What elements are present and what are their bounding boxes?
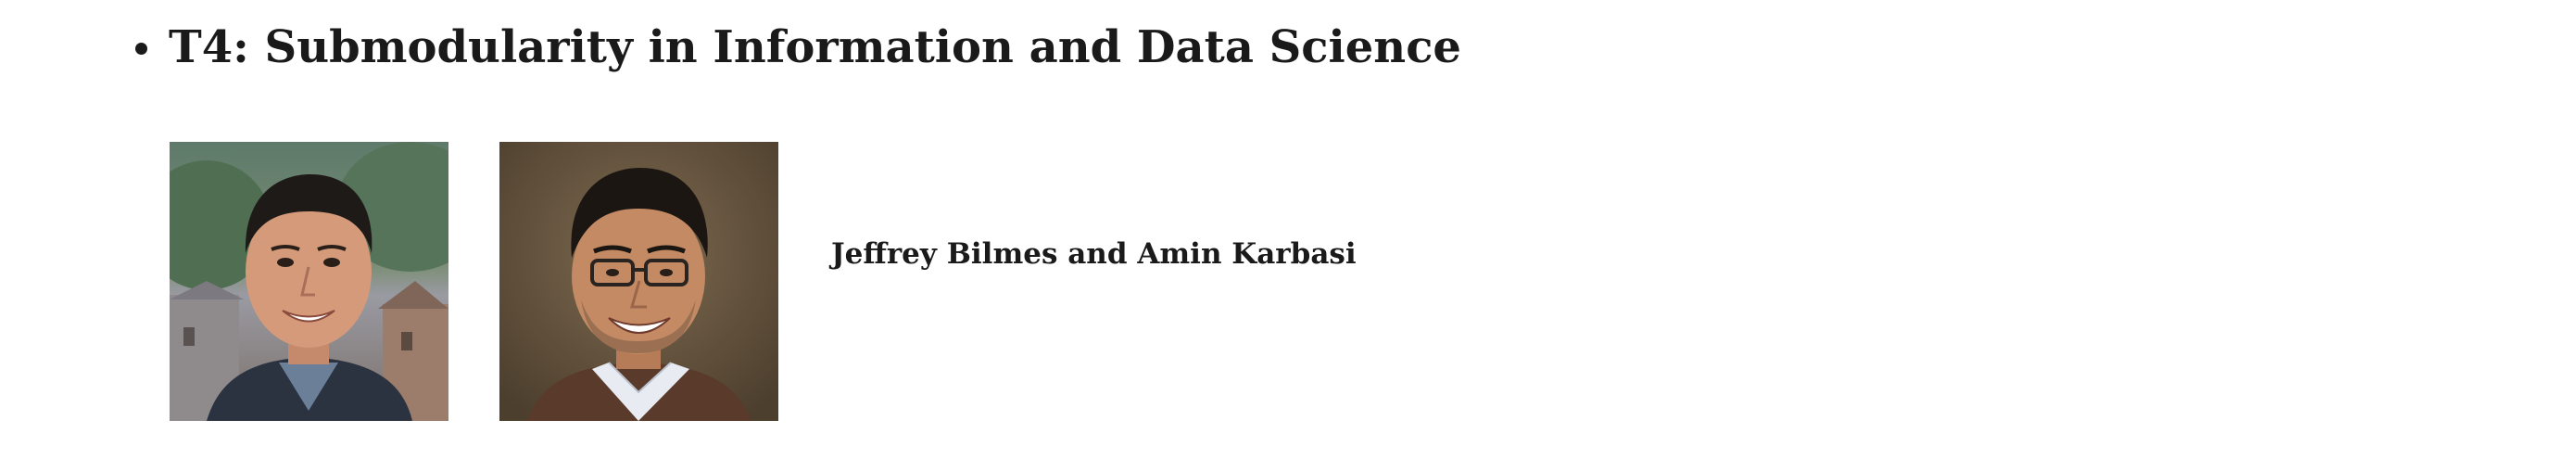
speakers-name: Jeffrey Bilmes and Amin Karbasi bbox=[831, 237, 1357, 271]
bullet-icon bbox=[135, 43, 147, 55]
speaker-photo-jeffrey-bilmes bbox=[170, 142, 448, 421]
speaker-photo-amin-karbasi bbox=[499, 142, 778, 421]
tutorial-title: T4: Submodularity in Information and Dat… bbox=[169, 21, 1461, 73]
